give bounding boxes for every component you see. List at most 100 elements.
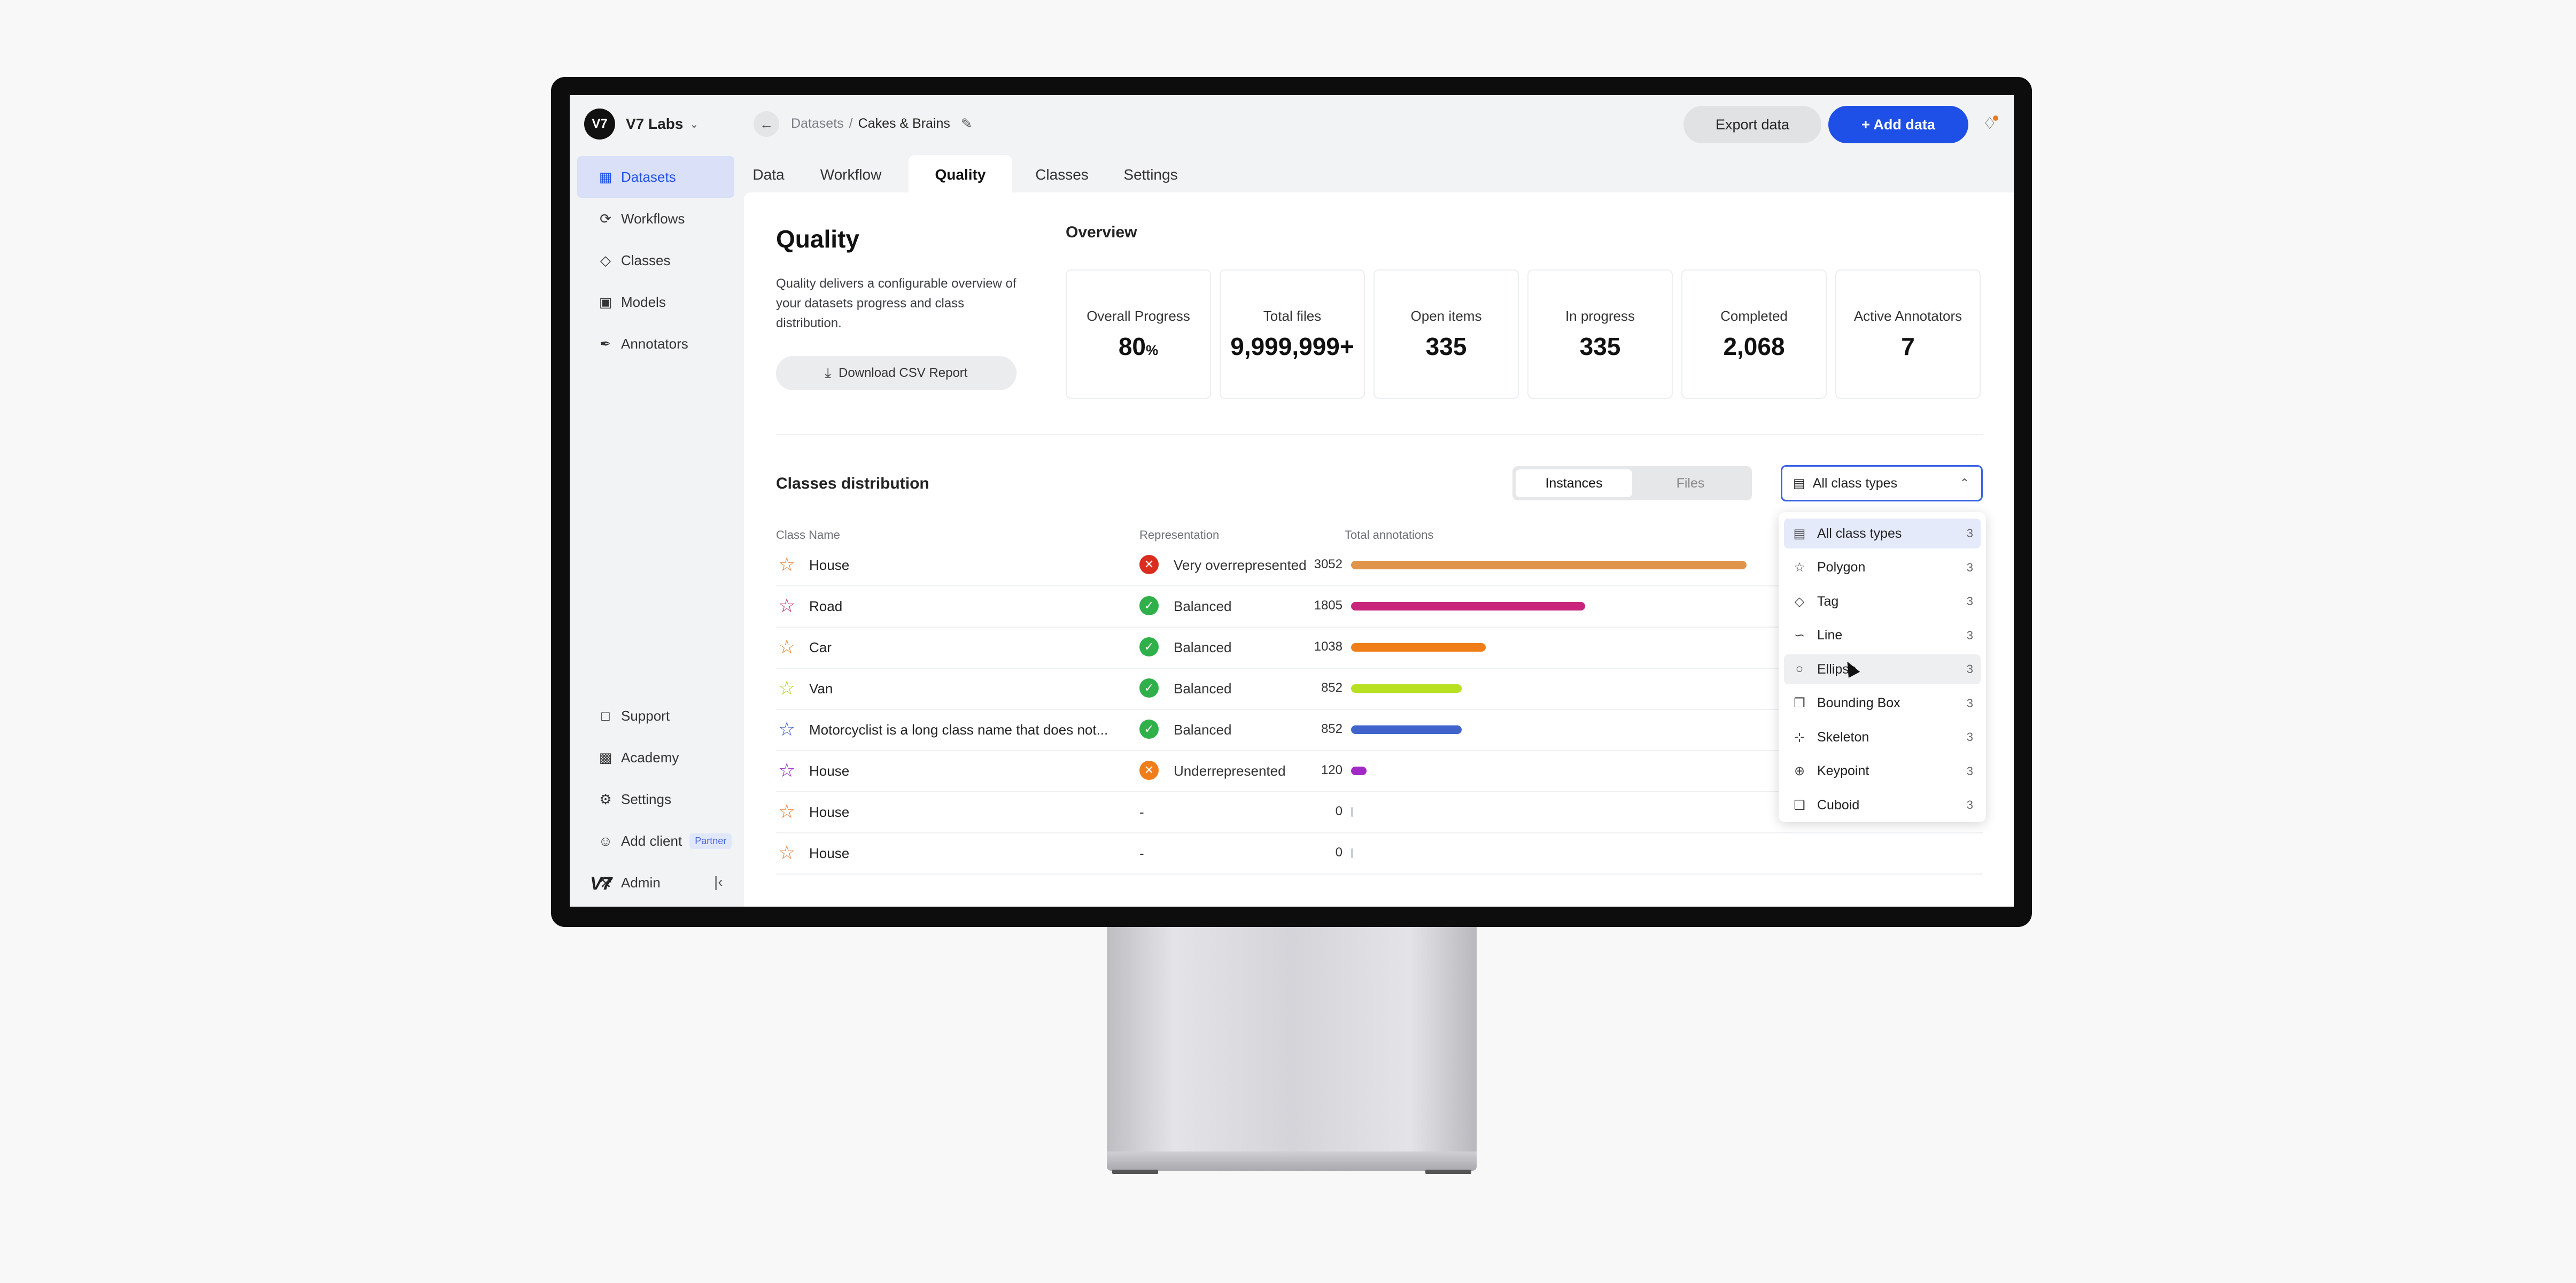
tab-workflow[interactable]: Workflow [820,166,882,183]
stat-label: Open items [1410,308,1482,324]
quality-panel: Quality Quality delivers a configurable … [744,192,2014,907]
stat-label: Completed [1720,308,1788,324]
table-row[interactable]: ☆ Van ✓ Balanced 852 [776,668,1983,710]
pen-icon: ✒ [600,335,611,352]
tab-data[interactable]: Data [752,166,785,183]
total-annotations: 0 [1335,845,1343,860]
class-name: House [809,845,850,861]
page-description: Quality delivers a configurable overview… [776,276,1017,330]
table-row[interactable]: ☆ House ✕ Very overrepresented 3052 [776,544,1983,586]
sidebar-item-admin[interactable]: ⚒ Admin [577,862,734,903]
stat-card-active-annotators: Active Annotators 7 [1835,269,1981,399]
table-row[interactable]: ☆ Road ✓ Balanced 1805 [776,585,1983,628]
check-circle-icon: ✓ [1139,720,1159,739]
plus-icon: + [1861,116,1874,133]
all-types-icon: ▤ [1793,526,1806,541]
org-logo: V7 [584,109,615,140]
academy-icon: ▩ [599,749,612,766]
dropdown-option-ellipse[interactable]: ○ Ellipse 3 [1784,654,1981,684]
sidebar-item-models[interactable]: ▣ Models [577,281,734,323]
sidebar-item-classes[interactable]: ◇ Classes [577,239,734,281]
dropdown-option-polygon[interactable]: ☆ Polygon 3 [1784,553,1981,583]
dropdown-option-tag[interactable]: ◇ Tag 3 [1784,586,1981,616]
check-circle-icon: ✓ [1139,637,1159,656]
sidebar-item-label: Annotators [621,335,688,352]
polygon-icon: ☆ [778,636,796,658]
class-name: House [809,763,850,779]
monitor-stand-base [1107,1151,1477,1171]
stat-label: Total files [1263,308,1322,324]
sidebar-item-datasets[interactable]: ▦ Datasets [577,156,734,198]
pencil-icon[interactable]: ✎ [960,115,973,132]
sidebar-item-settings[interactable]: ⚙ Settings [577,778,734,820]
tab-quality[interactable]: Quality [909,155,1012,195]
column-header-class-name[interactable]: Class Name [776,528,840,542]
dropdown-option-line[interactable]: ∽ Line 3 [1784,621,1981,651]
download-csv-button[interactable]: ⤓ Download CSV Report [776,356,1017,390]
table-row[interactable]: ☆ House - 0 [776,791,1983,833]
dropdown-option-skeleton[interactable]: ⊹ Skeleton 3 [1784,722,1981,752]
dropdown-option-all-class-types[interactable]: ▤ All class types 3 [1784,519,1981,548]
table-row[interactable]: ☆ Motorcyclist is a long class name that … [776,709,1983,751]
wrench-icon: ⚒ [599,874,612,891]
tag-icon: ◇ [1794,594,1805,609]
section-divider [776,434,1983,435]
back-button[interactable]: ← [754,111,779,137]
stat-card-overall-progress: Overall Progress 80% [1066,269,1211,399]
sidebar-item-annotators[interactable]: ✒ Annotators [577,323,734,365]
stat-card-open-items: Open items 335 [1374,269,1519,399]
annotation-bar [1351,725,1462,734]
collapse-sidebar-icon[interactable]: |‹ [714,874,723,890]
v7-footer-logo: V7 [590,874,612,894]
tab-classes[interactable]: Classes [1035,166,1089,183]
column-header-total[interactable]: Total annotations [1345,528,1434,542]
add-data-button[interactable]: + Add data [1828,106,1968,143]
sidebar-item-label: Datasets [621,168,676,185]
breadcrumb-separator: / [849,116,853,131]
sidebar-item-support[interactable]: □ Support [577,695,734,737]
toggle-instances[interactable]: Instances [1516,469,1632,497]
dropdown-option-bounding-box[interactable]: ❐ Bounding Box 3 [1784,689,1981,718]
sidebar-item-add-client[interactable]: ☺ Add client Partner [577,820,734,862]
model-icon: ▣ [599,293,612,310]
dropdown-option-keypoint[interactable]: ⊕ Keypoint 3 [1784,756,1981,786]
partner-badge: Partner [689,833,732,849]
app-screen: V7 V7 Labs ⌄ ← Datasets / Cakes & Brains… [570,95,2014,907]
class-type-dropdown: ▤ All class types 3 ☆ Polygon 3 ◇ Tag 3 ∽ Line 3 ○ El… [1779,512,1986,822]
sidebar-item-workflows[interactable]: ⟳ Workflows [577,198,734,239]
dropdown-option-count: 3 [1966,798,1973,811]
column-header-representation[interactable]: Representation [1139,528,1220,542]
representation-status: Balanced [1174,681,1232,697]
bell-icon[interactable]: ♢ [1979,113,2000,135]
dropdown-option-cuboid[interactable]: ❏ Cuboid 3 [1784,790,1981,820]
class-type-select[interactable]: ▤ All class types ⌃ [1781,465,1983,501]
dropdown-option-label: Keypoint [1817,763,1869,778]
stat-value: 335 [1425,333,1467,360]
chevron-up-icon: ⌃ [1959,476,1969,490]
total-annotations: 852 [1321,722,1343,736]
arrow-left-icon: ← [759,115,773,132]
table-row[interactable]: ☆ Car ✓ Balanced 1038 [776,627,1983,669]
tag-icon: ◇ [600,252,611,268]
table-row[interactable]: ☆ House ✕ Underrepresented 120 [776,750,1983,792]
breadcrumb-current: Cakes & Brains [858,116,950,131]
x-circle-icon: ✕ [1139,555,1159,574]
toggle-files[interactable]: Files [1676,475,1705,491]
polygon-icon: ☆ [778,841,796,863]
dropdown-option-count: 3 [1966,730,1973,744]
dropdown-option-count: 3 [1966,594,1973,608]
tab-settings[interactable]: Settings [1123,166,1178,183]
sidebar-item-academy[interactable]: ▩ Academy [577,737,734,778]
dropdown-option-label: Line [1817,628,1843,643]
table-row[interactable]: ☆ House - 0 [776,832,1983,875]
breadcrumb-parent[interactable]: Datasets [791,116,844,131]
org-switcher[interactable]: V7 V7 Labs ⌄ [584,109,699,140]
gear-icon: ⚙ [599,791,612,807]
chat-icon: □ [601,707,610,724]
annotation-bar [1351,767,1367,775]
annotation-bar [1351,602,1585,610]
dropdown-option-label: Cuboid [1817,797,1860,813]
dropdown-option-count: 3 [1966,527,1973,540]
check-circle-icon: ✓ [1139,678,1159,698]
export-data-button[interactable]: Export data [1683,106,1821,143]
